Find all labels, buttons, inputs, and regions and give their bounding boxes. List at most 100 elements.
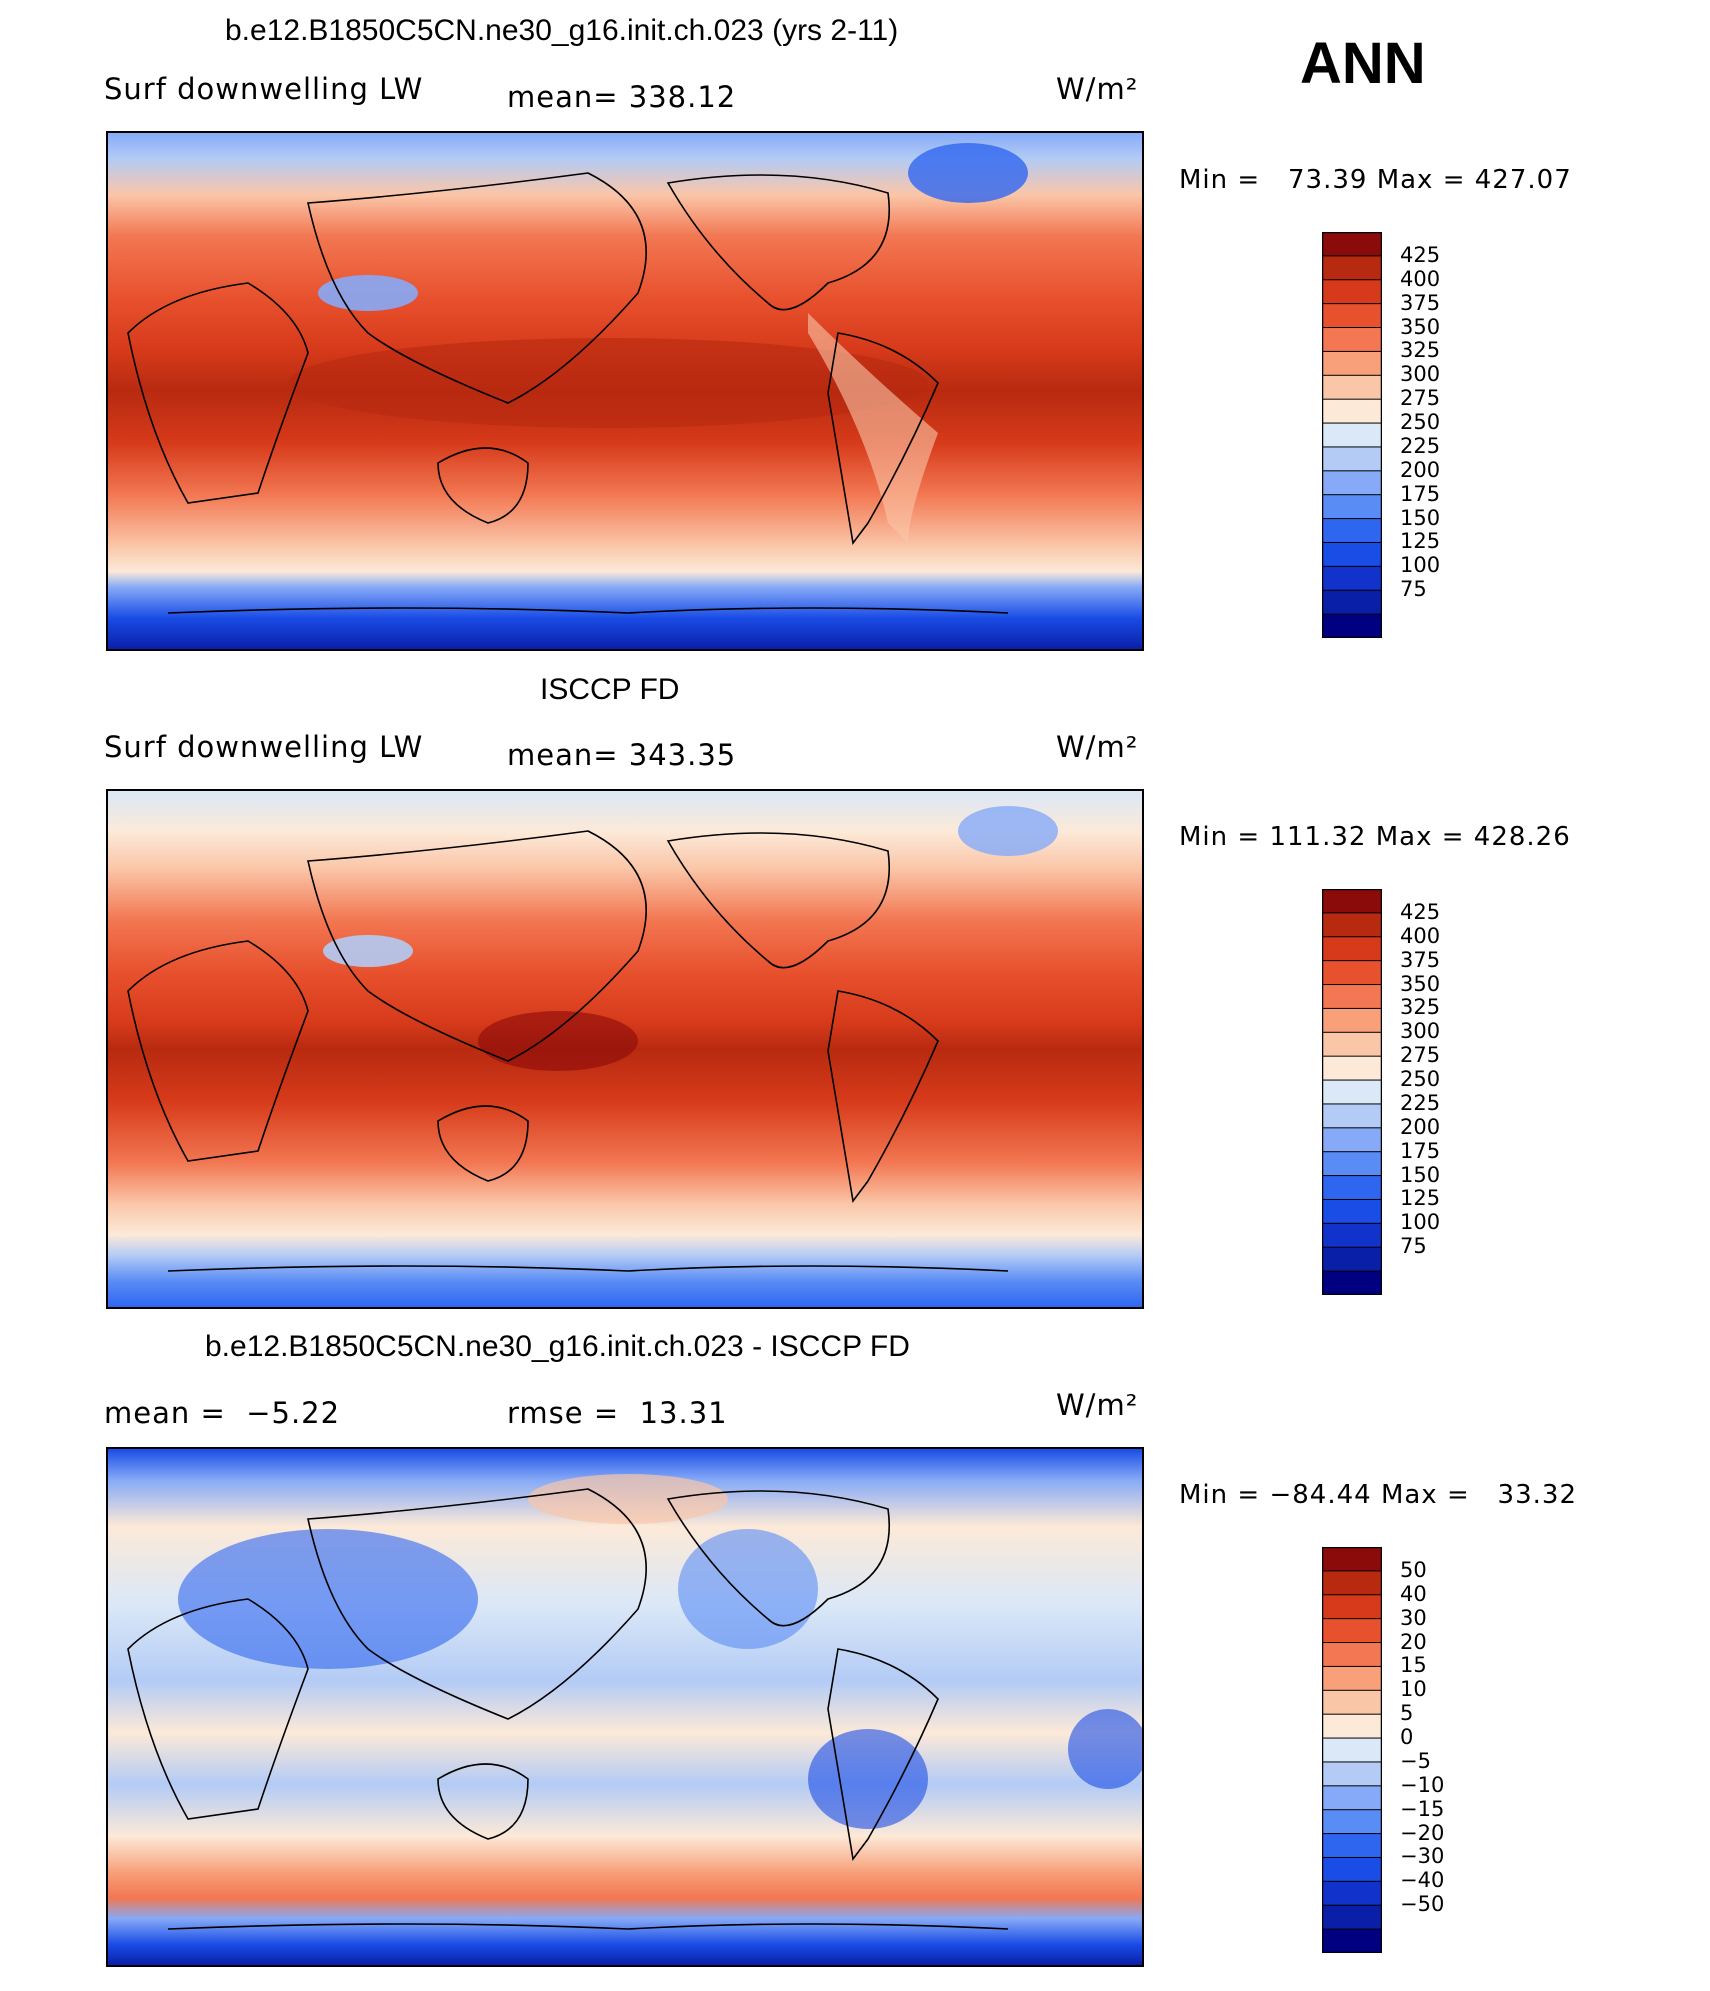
panel3-title: b.e12.B1850C5CN.ne30_g16.init.ch.023 - I…	[205, 1330, 910, 1363]
panel3-colorbar-tick-label: 15	[1400, 1653, 1427, 1678]
panel1-colorbar	[1321, 231, 1383, 639]
panel1-colorbar-swatch	[1321, 279, 1383, 305]
panel2-colorbar-swatch	[1321, 1007, 1383, 1034]
panel1-minmax: Min = 73.39 Max = 427.07	[1179, 165, 1572, 195]
panel3-map	[106, 1447, 1144, 1967]
panel3-colorbar-swatch	[1321, 1594, 1383, 1620]
panel3-colorbar-tick-label: 5	[1400, 1701, 1414, 1726]
panel3-colorbar-tick-label: 0	[1400, 1725, 1414, 1750]
panel3-colorbar-swatch	[1321, 1761, 1383, 1787]
panel3-colorbar-swatch	[1321, 1689, 1383, 1716]
panel3-colorbar-tick-label: −10	[1400, 1772, 1445, 1797]
panel1-colorbar-swatch	[1321, 374, 1383, 401]
panel1-colorbar-tick-label: 350	[1400, 314, 1441, 339]
panel3-colorbar-swatch	[1321, 1713, 1383, 1740]
panel1-colorbar-tick-label: 300	[1400, 362, 1441, 387]
panel2-variable: Surf downwelling LW	[104, 730, 424, 764]
panel1-mean: mean= 338.12	[507, 80, 736, 114]
panel3-colorbar-border	[1321, 1546, 1383, 1954]
panel3-colorbar-swatch	[1321, 1665, 1383, 1692]
panel1-colorbar-swatch	[1321, 470, 1383, 496]
panel2-colorbar-tick-label: 400	[1400, 923, 1441, 948]
panel2-min-label: Min =	[1179, 822, 1261, 852]
panel1-colorbar-swatch	[1321, 255, 1383, 281]
panel3-colorbar-swatch	[1321, 1737, 1383, 1763]
panel3-colorbar-tick-label: −40	[1400, 1868, 1445, 1893]
panel1-mean-value: 338.12	[628, 80, 737, 114]
panel2-colorbar-swatch	[1321, 960, 1383, 986]
panel1-min-label: Min =	[1179, 165, 1261, 195]
panel2-colorbar-swatch	[1321, 1055, 1383, 1082]
panel2-map-svg	[108, 791, 1142, 1307]
panel3-colorbar-swatch	[1321, 1618, 1383, 1644]
panel1-units: W/m²	[1056, 72, 1139, 106]
panel1-colorbar-tick-label: 100	[1400, 553, 1441, 578]
panel1-max-value: 427.07	[1474, 165, 1572, 195]
panel2-colorbar-swatch	[1321, 912, 1383, 938]
panel2-colorbar-tick-label: 300	[1400, 1019, 1441, 1044]
panel3-rmse-value: 13.31	[639, 1396, 728, 1430]
panel3-colorbar-swatch	[1321, 1809, 1383, 1835]
panel3-colorbar-labels: 50 40 30 20 15 10 5 0 −5 −10 −15 −20 −30 −40 −50	[1394, 1547, 1474, 1953]
panel3-mean-label: mean =	[104, 1396, 226, 1430]
panel2-colorbar-swatch	[1321, 888, 1383, 914]
panel1-colorbar-border	[1321, 231, 1383, 639]
panel3-minmax: Min = −84.44 Max = 33.32	[1179, 1480, 1577, 1510]
panel3-min-label: Min =	[1179, 1480, 1261, 1510]
panel2-colorbar-tick-label: 375	[1400, 947, 1441, 972]
panel3-colorbar-tick-label: 50	[1400, 1557, 1427, 1582]
panel2-map	[106, 789, 1144, 1309]
panel2-minmax: Min = 111.32 Max = 428.26	[1179, 822, 1571, 852]
panel1-colorbar-tick-label: 250	[1400, 410, 1441, 435]
panel2-colorbar	[1321, 888, 1383, 1296]
panel3-max-value: 33.32	[1497, 1480, 1577, 1510]
panel3-colorbar-swatch	[1321, 1546, 1383, 1572]
panel2-colorbar-tick-label: 275	[1400, 1043, 1441, 1068]
panel1-colorbar-swatch	[1321, 446, 1383, 472]
panel1-colorbar-swatch	[1321, 422, 1383, 448]
panel2-colorbar-swatch	[1321, 1031, 1383, 1058]
panel2-colorbar-swatch	[1321, 1103, 1383, 1129]
panel2-max-label: Max =	[1375, 822, 1465, 852]
panel1-colorbar-swatch	[1321, 613, 1383, 639]
panel3-min-value: −84.44	[1269, 1480, 1372, 1510]
panel3-max-label: Max =	[1380, 1480, 1470, 1510]
panel3-colorbar-swatch	[1321, 1880, 1383, 1907]
panel2-colorbar-swatch	[1321, 1079, 1383, 1105]
panel1-colorbar-swatch	[1321, 589, 1383, 616]
panel3-units: W/m²	[1056, 1388, 1139, 1422]
panel2-colorbar-swatch	[1321, 984, 1383, 1010]
panel2-colorbar-tick-label: 250	[1400, 1067, 1441, 1092]
panel1-mean-label: mean=	[507, 80, 619, 114]
panel2-colorbar-border	[1321, 888, 1383, 1296]
panel3-map-svg	[108, 1449, 1142, 1965]
panel1-map	[106, 131, 1144, 651]
panel1-colorbar-swatch	[1321, 541, 1383, 568]
panel2-units: W/m²	[1056, 730, 1139, 764]
panel3-colorbar-tick-label: −50	[1400, 1892, 1445, 1917]
panel1-colorbar-tick-label: 175	[1400, 481, 1441, 506]
panel1-colorbar-tick-label: 225	[1400, 433, 1441, 458]
panel2-colorbar-swatch	[1321, 1127, 1383, 1153]
panel2-title: ISCCP FD	[540, 673, 680, 706]
panel2-colorbar-swatch	[1321, 1222, 1383, 1249]
panel1-colorbar-swatch	[1321, 565, 1383, 592]
panel1-colorbar-labels: 425 400 375 350 325 300 275 250 225 200 175 150 125 1…	[1394, 232, 1474, 638]
panel1-colorbar-swatch	[1321, 398, 1383, 425]
panel2-colorbar-tick-label: 125	[1400, 1186, 1441, 1211]
panel3-colorbar-svg	[1321, 1546, 1383, 1954]
panel1-variable: Surf downwelling LW	[104, 72, 424, 106]
panel3-mean-value: −5.22	[246, 1396, 341, 1430]
panel1-colorbar-tick-label: 375	[1400, 290, 1441, 315]
panel3-colorbar-tick-label: −30	[1400, 1844, 1445, 1869]
panel2-colorbar-swatch	[1321, 1270, 1383, 1296]
panel3-colorbar	[1321, 1546, 1383, 1954]
panel3-rmse: rmse = 13.31	[507, 1396, 728, 1430]
panel2-colorbar-swatch	[1321, 1175, 1383, 1201]
panel3-colorbar-swatch	[1321, 1785, 1383, 1811]
panel1-colorbar-tick-label: 425	[1400, 242, 1441, 267]
panel2-colorbar-tick-label: 200	[1400, 1114, 1441, 1139]
panel1-colorbar-tick-label: 325	[1400, 338, 1441, 363]
panel1-map-svg	[108, 133, 1142, 649]
panel1-colorbar-tick-label: 75	[1400, 577, 1427, 602]
